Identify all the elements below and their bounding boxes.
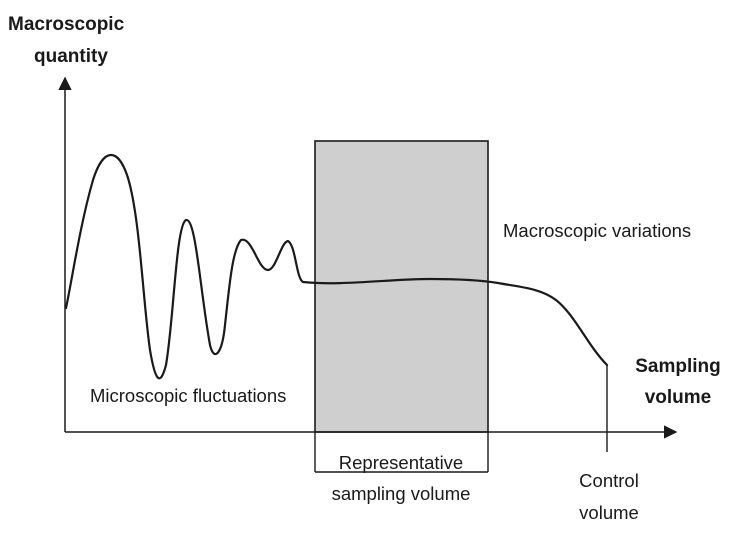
x-axis-label-line1: Sampling xyxy=(635,356,721,377)
y-axis-label-line2: quantity xyxy=(34,46,108,67)
x-axis-label-line2: volume xyxy=(645,387,712,408)
quantity-curve xyxy=(64,153,609,380)
y-axis-label-line1: Macroscopic xyxy=(8,14,125,35)
control-volume-label-line1: Control xyxy=(579,470,639,491)
representative-volume-box xyxy=(314,140,489,433)
macroscopic-variations-label: Macroscopic variations xyxy=(503,220,691,241)
microscopic-fluctuations-label: Microscopic fluctuations xyxy=(90,385,286,406)
rsv-label-line1: Representative xyxy=(339,452,463,473)
rsv-label-line2: sampling volume xyxy=(332,483,471,504)
control-volume-label-line2: volume xyxy=(579,502,639,523)
